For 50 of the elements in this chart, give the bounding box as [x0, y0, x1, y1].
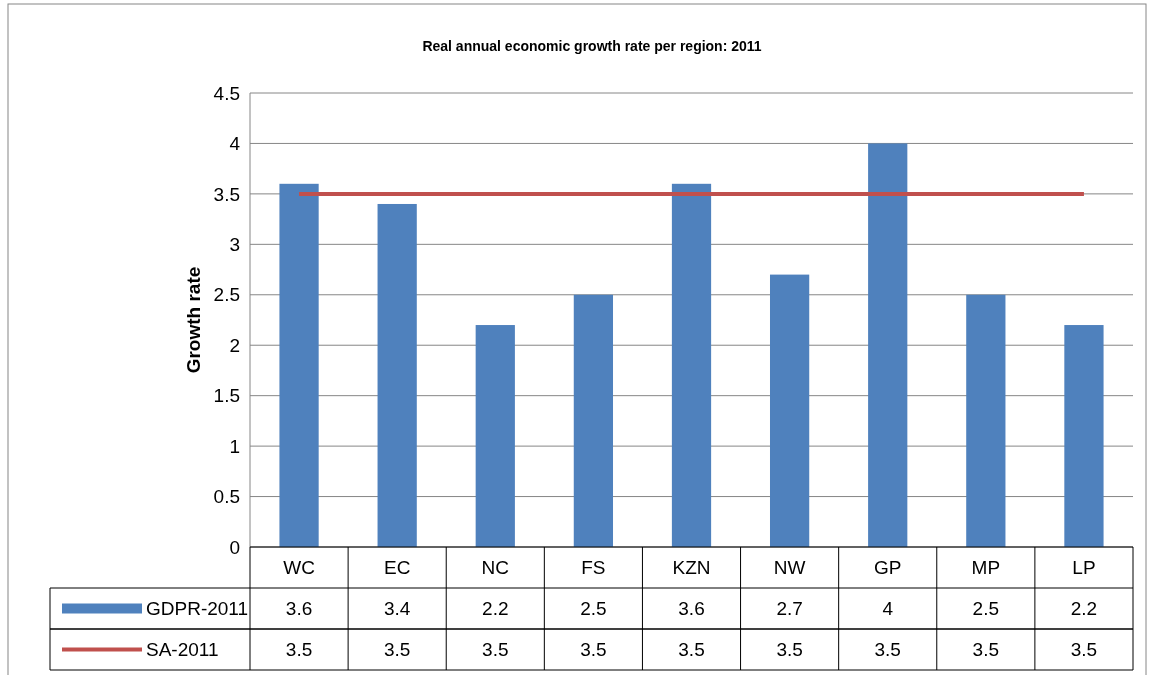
y-tick-label: 3.5	[213, 183, 240, 205]
x-tick-label: EC	[383, 557, 411, 579]
y-tick-label: 2	[229, 334, 240, 356]
y-tick-label: 4.5	[213, 82, 240, 104]
data-label: 3.5	[1070, 639, 1098, 661]
data-label: 3.6	[678, 598, 705, 620]
bar	[279, 183, 319, 547]
data-label: 3.5	[776, 639, 803, 661]
data-label: 4	[882, 598, 894, 620]
data-label: 3.6	[285, 598, 313, 620]
bar	[1064, 325, 1104, 547]
bar	[769, 274, 810, 547]
x-tick-label: GP	[874, 557, 902, 579]
data-label: 3.5	[678, 639, 705, 661]
x-tick-label: LP	[1072, 557, 1096, 579]
x-tick-label: WC	[283, 557, 315, 579]
data-label: 3.5	[285, 639, 313, 661]
legend-label: GDPR-2011	[146, 598, 249, 620]
y-tick-label: 0.5	[213, 486, 240, 508]
x-tick-label: KZN	[672, 557, 711, 579]
y-tick-label: 2.5	[213, 284, 240, 306]
data-label: 3.5	[482, 639, 509, 661]
data-label: 3.5	[874, 639, 901, 661]
bar	[966, 294, 1006, 547]
y-tick-label: 3	[229, 233, 240, 255]
x-tick-label: NW	[773, 557, 806, 579]
bar	[475, 325, 515, 547]
bar	[868, 143, 908, 547]
data-label: 3.5	[383, 639, 411, 661]
bar	[573, 294, 614, 547]
data-label: 2.7	[776, 598, 803, 620]
x-tick-label: NC	[481, 557, 509, 579]
x-tick-label: FS	[581, 557, 606, 579]
y-tick-label: 1	[229, 435, 240, 457]
data-label: 2.5	[580, 598, 607, 620]
y-axis-title: Growth rate	[183, 266, 204, 374]
data-label: 2.2	[482, 598, 509, 620]
bar	[671, 183, 712, 547]
y-tick-label: 4	[229, 133, 241, 155]
y-tick-label: 1.5	[213, 385, 240, 407]
data-label: 3.4	[383, 598, 411, 620]
bar	[377, 203, 417, 547]
legend-label: SA-2011	[146, 639, 219, 661]
chart-title: Real annual economic growth rate per region: 2011	[422, 38, 762, 54]
data-label: 3.5	[580, 639, 607, 661]
data-label: 2.2	[1070, 598, 1098, 620]
data-label: 2.5	[972, 598, 1000, 620]
data-label: 3.5	[972, 639, 1000, 661]
y-tick-label: 0	[229, 536, 240, 558]
x-tick-label: MP	[971, 557, 1001, 579]
